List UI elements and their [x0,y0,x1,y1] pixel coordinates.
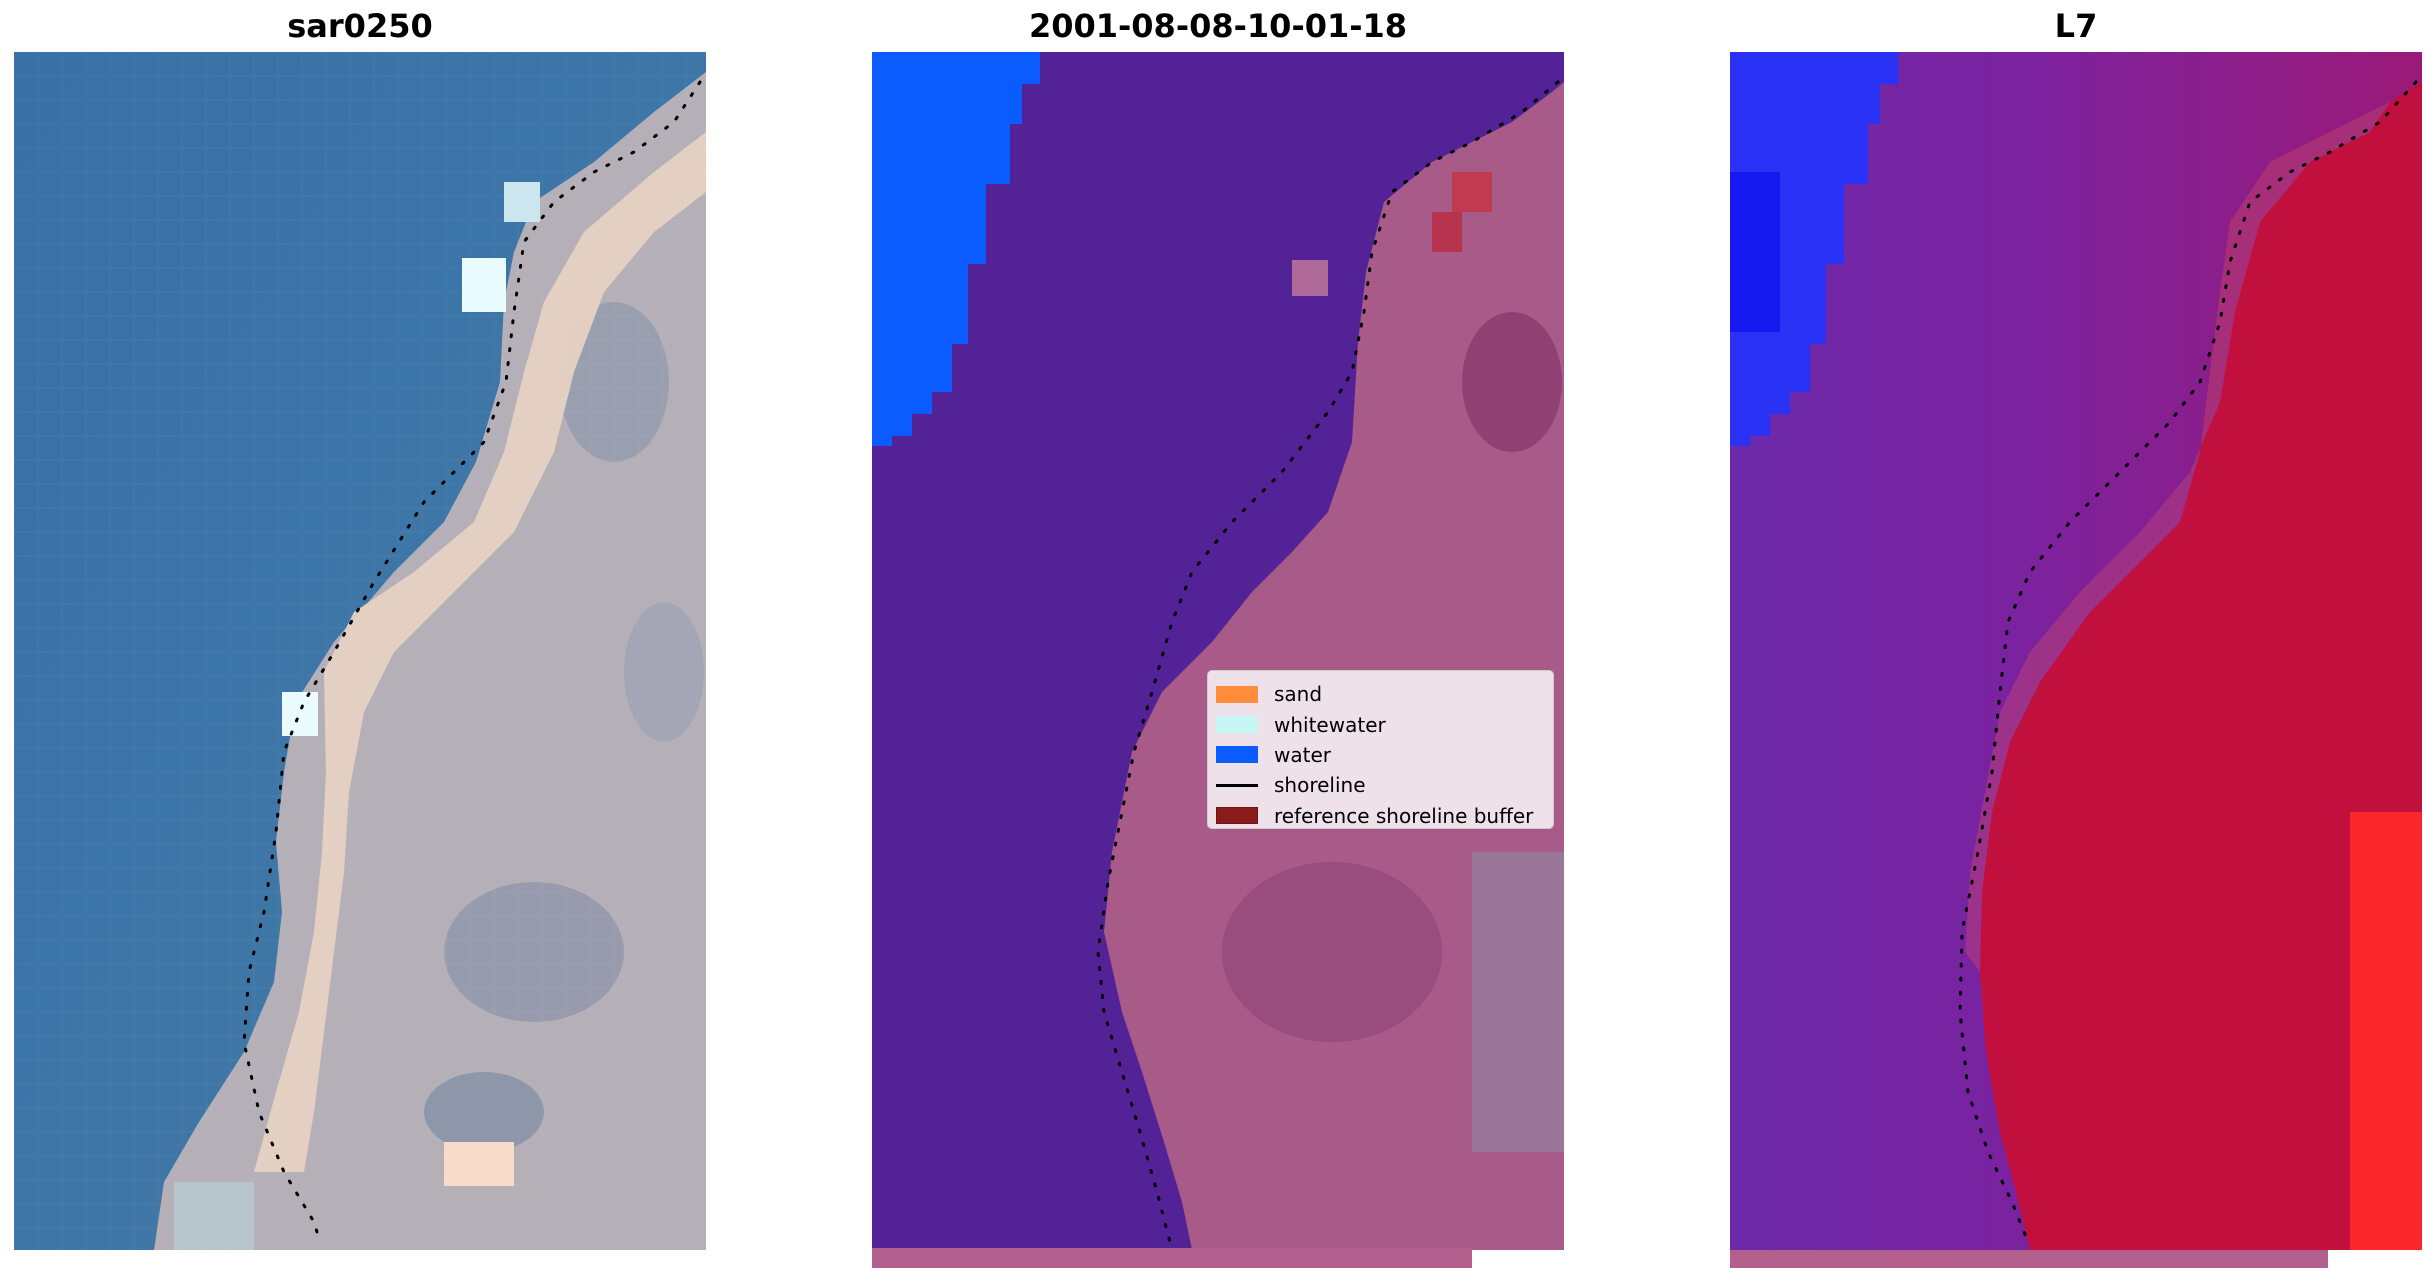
legend-label-water: water [1274,742,1331,767]
shoreline-left [242,80,702,1244]
shoreline-right [1958,80,2418,1244]
water-class-region [872,52,1040,446]
legend-label-whitewater: whitewater [1274,712,1386,737]
legend-entry-water: water [1216,740,1543,770]
index-image-panel [1730,52,2422,1250]
legend-entry-whitewater: whitewater [1216,709,1543,739]
classified-image [872,52,1564,1250]
legend-label-shoreline: shoreline [1274,773,1366,798]
legend-line-shoreline [1216,783,1258,787]
middle-bottom-strip [872,1250,1472,1268]
legend-swatch-sand [1216,685,1258,703]
legend: sand whitewater water shoreline referenc… [1207,670,1554,829]
legend-entry-shoreline: shoreline [1216,770,1543,800]
panel-title-left: sar0250 [287,7,433,45]
panel-title-right: L7 [2054,7,2098,45]
legend-label-reference-buffer: reference shoreline buffer [1274,803,1534,828]
legend-swatch-reference-buffer [1216,807,1258,825]
rgb-image-panel [14,52,706,1250]
classified-image-panel [872,52,1564,1250]
shoreline-middle [1096,80,1560,1244]
legend-swatch-water [1216,746,1258,764]
rgb-satellite-image [14,52,706,1250]
right-bottom-strip [1730,1250,2328,1268]
legend-entry-reference-buffer: reference shoreline buffer [1216,801,1543,831]
index-water-region [1730,52,1898,446]
legend-label-sand: sand [1274,682,1323,707]
panel-title-middle: 2001-08-08-10-01-18 [1028,7,1408,45]
index-image [1730,52,2422,1250]
legend-swatch-whitewater [1216,716,1258,734]
legend-entry-sand: sand [1216,679,1543,709]
